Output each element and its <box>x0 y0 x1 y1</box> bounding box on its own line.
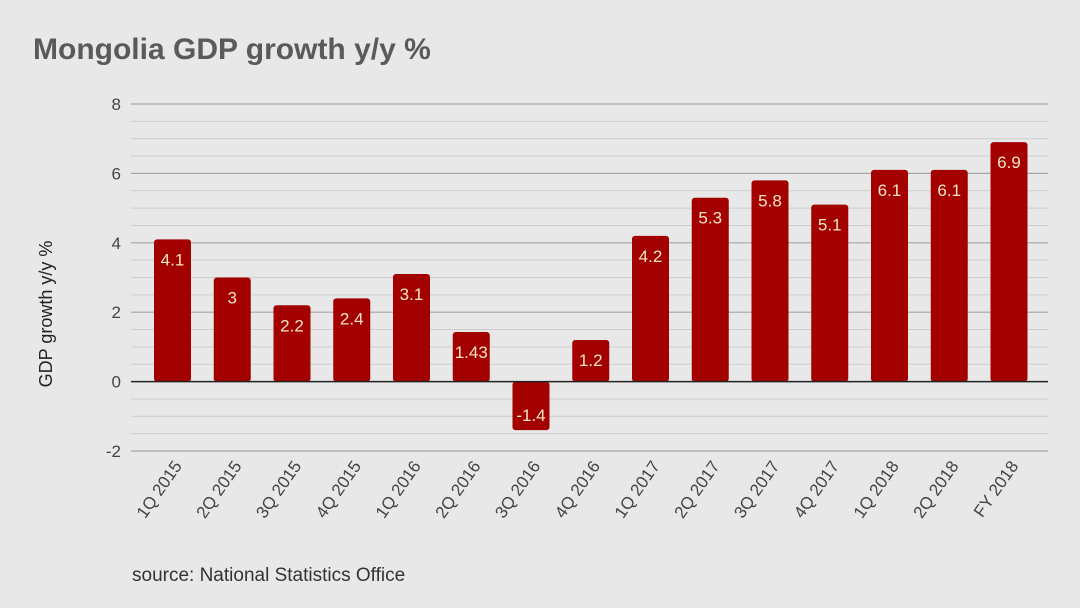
bar <box>632 235 669 382</box>
x-tick-label: 1Q 2018 <box>850 457 903 521</box>
x-tick-label: 2Q 2017 <box>671 457 724 521</box>
y-tick-label: -2 <box>106 442 121 461</box>
x-tick-label: 1Q 2016 <box>372 457 425 521</box>
data-label: 6.1 <box>878 181 902 200</box>
bar <box>333 298 371 382</box>
x-tick-label: 3Q 2017 <box>730 457 783 521</box>
bar <box>572 339 610 382</box>
data-label: 3 <box>228 289 237 308</box>
y-tick-label: 8 <box>112 95 121 114</box>
x-axis-ticks: 1Q 2015 2Q 2015 3Q 2015 4Q 2015 1Q 2016 2Q 20… <box>133 457 1022 521</box>
data-label: 2.2 <box>280 316 304 335</box>
bar <box>393 274 430 382</box>
bar <box>990 142 1028 382</box>
bar <box>691 197 729 382</box>
x-tick-label: 3Q 2016 <box>491 457 544 521</box>
bar <box>213 277 251 382</box>
x-tick-label: 2Q 2015 <box>193 457 246 521</box>
y-tick-label: 4 <box>112 234 121 253</box>
data-labels: 4.1 3 2.2 2.4 3.1 1.43 -1.4 1.2 4.2 5.3 5.8 5.1 6.1 6… <box>161 153 1021 425</box>
bar <box>930 169 968 382</box>
data-label: 6.1 <box>937 181 961 200</box>
y-tick-label: 6 <box>112 164 121 183</box>
gridlines <box>131 103 1048 452</box>
data-label: 4.1 <box>161 250 185 269</box>
x-tick-label: 3Q 2015 <box>252 457 305 521</box>
y-axis-title: GDP growth y/y % <box>36 241 56 388</box>
x-tick-label: 2Q 2018 <box>910 457 963 521</box>
data-label: 6.9 <box>997 153 1021 172</box>
data-label: 1.2 <box>579 351 603 370</box>
y-axis-ticks: -2 0 2 4 6 8 <box>106 95 121 461</box>
data-label: 2.4 <box>340 309 364 328</box>
x-tick-label: 2Q 2016 <box>432 457 485 521</box>
x-tick-label: 4Q 2016 <box>551 457 604 521</box>
data-label: 3.1 <box>400 285 424 304</box>
bar <box>811 204 849 382</box>
x-tick-label: 4Q 2017 <box>790 457 843 521</box>
bar <box>452 331 490 382</box>
data-label: -1.4 <box>516 406 545 425</box>
bar <box>512 381 550 431</box>
data-label: 4.2 <box>639 247 663 266</box>
data-label: 1.43 <box>455 343 488 362</box>
data-label: 5.1 <box>818 216 842 235</box>
bar <box>751 180 789 382</box>
bar <box>154 239 191 382</box>
data-label: 5.8 <box>758 191 782 210</box>
bar <box>273 305 311 382</box>
x-tick-label: 1Q 2017 <box>611 457 664 521</box>
bar <box>871 169 908 382</box>
x-tick-label: 1Q 2015 <box>133 457 186 521</box>
y-tick-label: 2 <box>112 303 121 322</box>
source-note: source: National Statistics Office <box>132 565 406 586</box>
x-tick-label: 4Q 2015 <box>312 457 365 521</box>
bars <box>154 142 1028 431</box>
y-tick-label: 0 <box>112 373 121 392</box>
x-tick-label: FY 2018 <box>970 457 1022 520</box>
data-label: 5.3 <box>698 209 722 228</box>
chart-title: Mongolia GDP growth y/y % <box>33 33 431 66</box>
